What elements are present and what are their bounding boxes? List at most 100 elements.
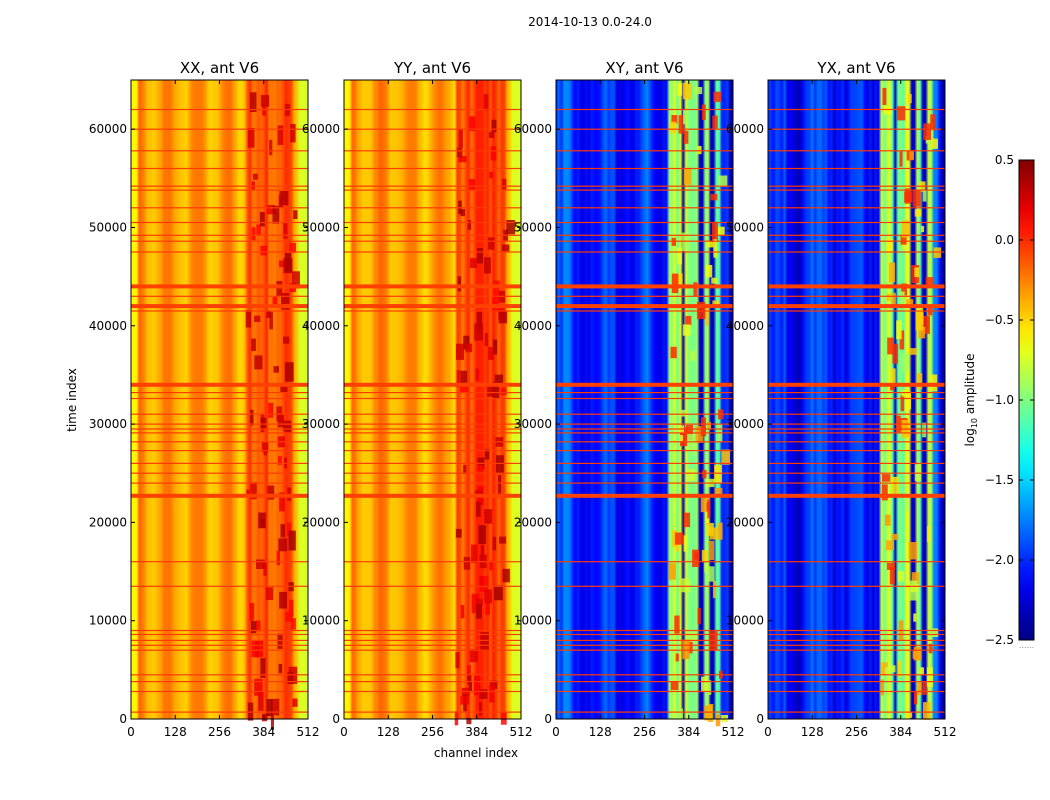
- flagged-row: [131, 561, 308, 563]
- heatmap-texture: [912, 190, 921, 207]
- heatmap-texture: [714, 464, 723, 484]
- heatmap-texture: [289, 242, 296, 253]
- heatmap-texture: [278, 663, 283, 674]
- flagged-row: [556, 639, 733, 641]
- x-tick-label: 128: [801, 725, 824, 739]
- flagged-row: [131, 185, 308, 187]
- heatmap-texture: [254, 315, 261, 322]
- flagged-row: [556, 167, 733, 170]
- heatmap-texture: [700, 417, 707, 437]
- colorbar-tick-label: 0.5: [995, 153, 1014, 167]
- x-tick-label: 256: [421, 725, 444, 739]
- flagged-row-thick: [556, 304, 733, 309]
- flagged-row-thick: [556, 493, 733, 498]
- heatmap-texture: [682, 324, 691, 336]
- colorbar-footer: ......: [1019, 641, 1034, 650]
- heatmap-texture: [479, 576, 489, 592]
- x-tick-label: 0: [552, 725, 560, 739]
- heatmap-texture: [909, 150, 914, 160]
- heatmap-texture: [681, 578, 691, 593]
- heatmap-texture: [487, 384, 494, 397]
- heatmap-texture: [456, 147, 463, 158]
- heatmap-texture: [913, 692, 918, 705]
- heatmap-image: [556, 80, 733, 719]
- heatmap-texture: [913, 613, 917, 622]
- heatmap-texture: [701, 676, 709, 692]
- flagged-row: [556, 681, 733, 683]
- flagged-row-thick: [131, 284, 308, 289]
- y-tick-label: 60000: [726, 122, 764, 136]
- flagged-row: [556, 432, 733, 434]
- heatmap-texture: [695, 426, 704, 443]
- flagged-row: [344, 432, 521, 434]
- flagged-row: [344, 295, 521, 297]
- heatmap-texture: [885, 540, 894, 551]
- heatmap-texture: [906, 711, 913, 718]
- flagged-row: [131, 633, 308, 636]
- x-tick-label: 512: [297, 725, 320, 739]
- heatmap-texture: [502, 568, 510, 583]
- y-tick-label: 60000: [302, 122, 340, 136]
- heatmap-texture: [901, 390, 905, 397]
- heatmap-texture: [266, 310, 272, 318]
- heatmap-texture: [714, 487, 723, 496]
- heatmap-texture: [256, 559, 265, 569]
- heatmap-texture: [925, 277, 934, 288]
- heatmap-texture: [683, 167, 692, 185]
- heatmap-texture: [270, 715, 274, 730]
- heatmap-texture: [287, 671, 294, 685]
- heatmap-texture: [683, 130, 689, 144]
- y-tick-label: 10000: [89, 614, 127, 628]
- x-tick-label: 0: [764, 725, 772, 739]
- panel-title: YX, ant V6: [816, 59, 895, 77]
- heatmap-texture: [460, 695, 470, 705]
- flagged-row: [556, 561, 733, 563]
- flagged-row: [768, 108, 945, 111]
- flagged-row: [344, 462, 521, 464]
- flagged-row: [768, 234, 945, 236]
- heatmap-texture: [717, 226, 725, 236]
- flagged-row: [556, 629, 733, 632]
- heatmap-texture: [902, 353, 910, 373]
- heatmap-texture: [283, 222, 288, 239]
- flagged-row: [344, 240, 521, 242]
- heatmap-texture: [279, 191, 289, 206]
- heatmap-texture: [683, 109, 687, 125]
- flagged-row: [344, 441, 521, 443]
- heatmap-texture: [917, 682, 922, 696]
- heatmap-texture: [469, 649, 478, 663]
- heatmap-texture: [279, 492, 285, 512]
- flagged-row: [556, 251, 733, 253]
- heatmap-texture: [923, 123, 931, 140]
- flagged-row: [344, 207, 521, 209]
- flagged-row: [344, 392, 521, 394]
- heatmap-texture: [245, 310, 252, 328]
- heatmap-texture: [458, 128, 463, 148]
- heatmap-texture: [276, 280, 283, 297]
- heatmap-texture: [484, 509, 493, 524]
- flagged-row: [768, 295, 945, 297]
- heatmap-texture: [471, 593, 480, 614]
- heatmap-texture: [679, 427, 689, 447]
- heatmap-texture: [479, 575, 484, 587]
- flagged-row-thick: [768, 382, 945, 387]
- y-tick-label: 50000: [89, 220, 127, 234]
- heatmap-texture: [263, 448, 268, 456]
- flagged-row: [131, 450, 308, 452]
- heatmap-texture: [897, 571, 904, 582]
- flagged-row: [344, 450, 521, 452]
- flagged-row: [556, 108, 733, 111]
- flagged-row: [131, 423, 308, 425]
- heatmap-texture: [931, 628, 939, 637]
- heatmap-texture: [918, 326, 926, 339]
- flagged-row: [556, 150, 733, 152]
- heatmap-texture: [458, 156, 467, 163]
- flagged-row: [768, 413, 945, 415]
- heatmap-texture: [683, 535, 688, 552]
- heatmap-texture: [466, 717, 472, 725]
- y-tick-label: 20000: [514, 515, 552, 529]
- heatmap-texture: [460, 370, 468, 387]
- flagged-row: [344, 423, 521, 425]
- heatmap-texture: [899, 330, 905, 350]
- heatmap-texture: [671, 237, 676, 246]
